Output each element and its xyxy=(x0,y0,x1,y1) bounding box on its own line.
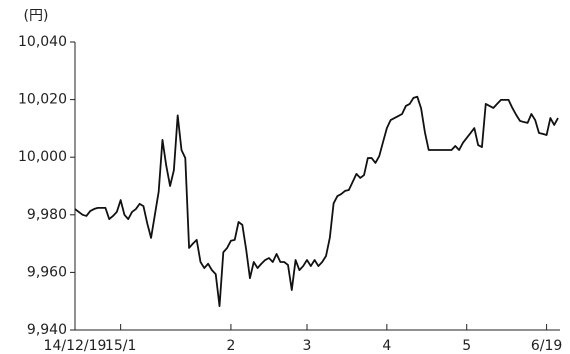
y-tick-label: 10,040 xyxy=(18,34,67,50)
y-tick-label: 9,940 xyxy=(27,322,67,338)
x-tick-label: 15/1 xyxy=(105,338,136,354)
y-tick-label: 9,960 xyxy=(27,264,67,280)
x-tick-label: 5 xyxy=(462,338,471,354)
y-tick-label: 10,020 xyxy=(18,92,67,108)
y-tick-label: 9,980 xyxy=(27,207,67,223)
x-tick-label: 2 xyxy=(226,338,235,354)
x-tick-label: 3 xyxy=(303,338,312,354)
x-tick-label: 4 xyxy=(382,338,391,354)
y-tick-label: 10,000 xyxy=(18,149,67,165)
x-tick-label: 14/12/19 xyxy=(44,338,107,354)
y-axis-label: (円) xyxy=(24,8,49,24)
x-tick-label: 6/19 xyxy=(531,338,562,354)
price-line xyxy=(74,95,559,307)
